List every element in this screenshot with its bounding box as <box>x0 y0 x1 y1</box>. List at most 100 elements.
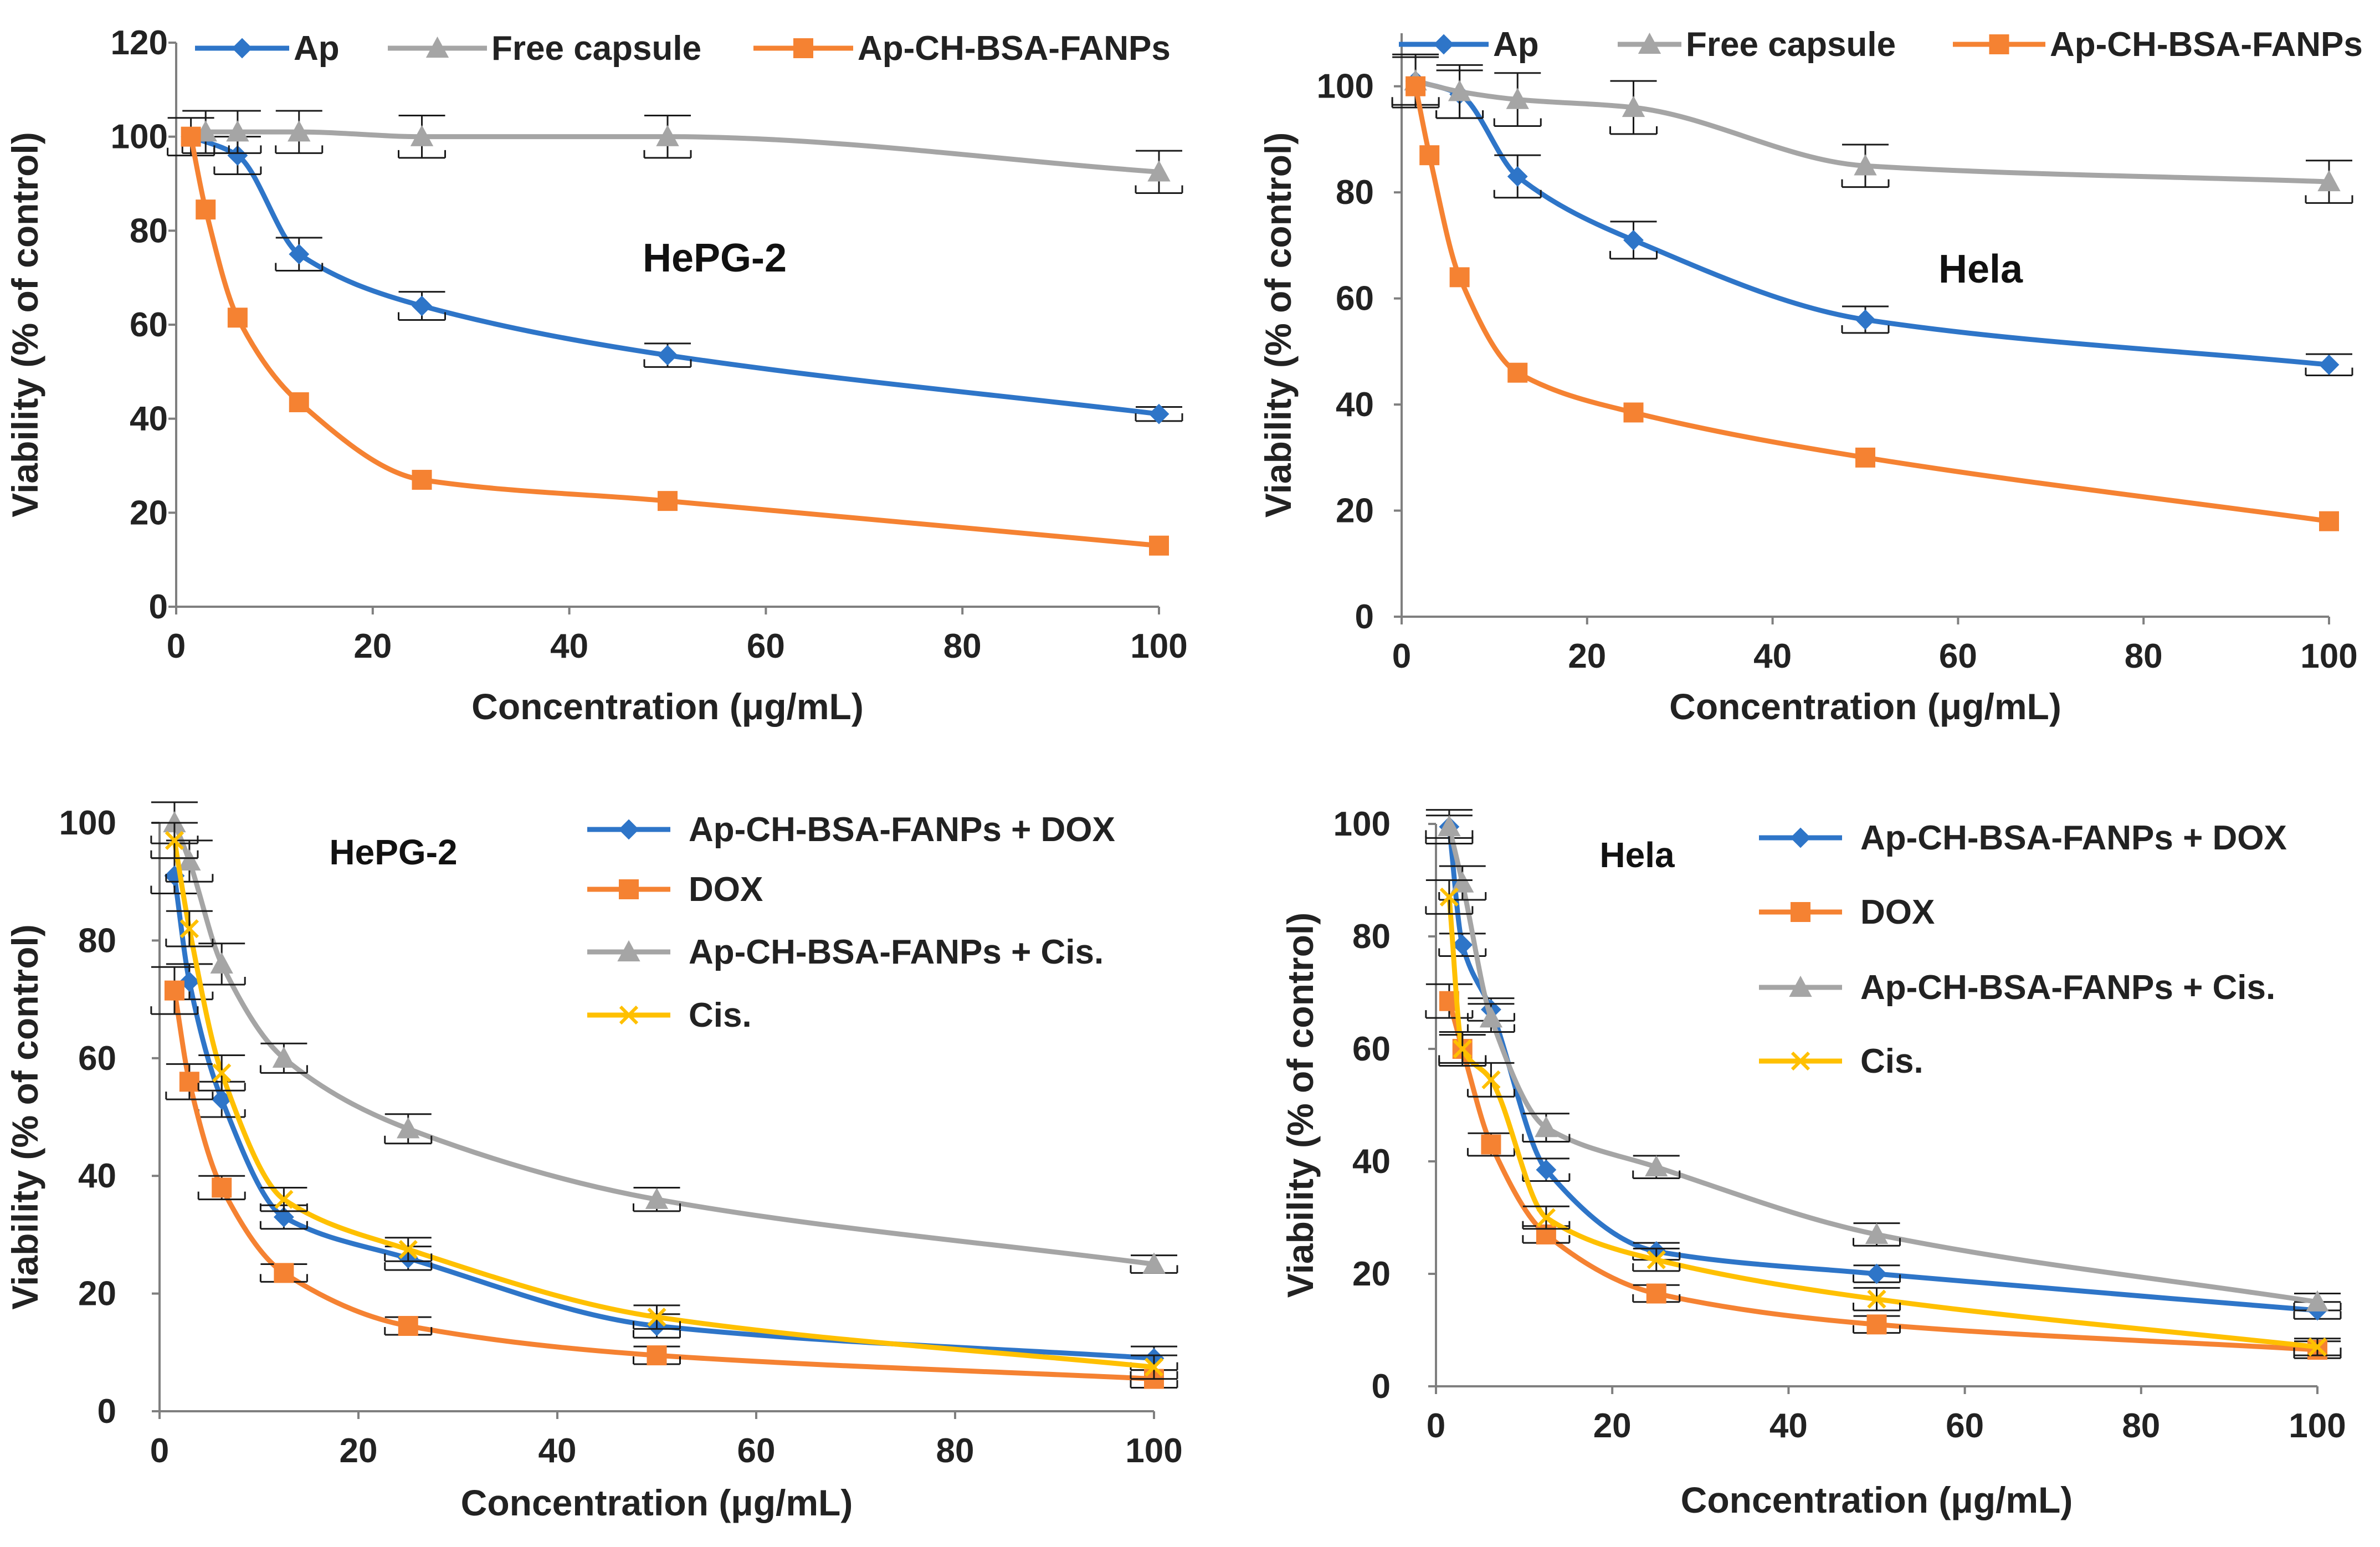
legend-label: Ap-CH-BSA-FANPs + Cis. <box>1860 969 2275 1007</box>
data-point <box>1506 88 1529 109</box>
legend-label: Ap <box>1493 25 1539 64</box>
data-point <box>227 308 248 328</box>
series-line <box>1447 894 2320 1350</box>
legend-label: Cis. <box>1860 1042 1924 1080</box>
legend-label: Ap-CH-BSA-FANPs + DOX <box>1860 819 2287 857</box>
y-tick-label: 20 <box>130 494 168 532</box>
legend-label: Cis. <box>689 996 752 1034</box>
chart-hela-bottom: 0 20 40 60 80 100 0 20 40 60 80 100 Concentration (μ… <box>1280 805 2346 1520</box>
data-point <box>2306 1290 2329 1312</box>
legend-label: DOX <box>689 870 763 909</box>
x-tick-label: 80 <box>2125 637 2163 675</box>
data-point <box>289 392 309 412</box>
data-point <box>645 1187 669 1209</box>
legend-marker <box>1433 34 1454 55</box>
legend-marker <box>1790 827 1811 848</box>
y-tick-label: 40 <box>78 1157 116 1195</box>
y-axis-title: Viability (% of control) <box>4 132 45 517</box>
legend-item-dox: DOX <box>1759 893 1935 931</box>
y-tick-label: 100 <box>111 118 168 156</box>
series-line <box>172 838 1157 1370</box>
legend-label: Free capsule <box>1686 25 1896 64</box>
data-point <box>165 831 184 850</box>
legend-marker <box>425 36 449 58</box>
x-tick-label: 100 <box>2289 1407 2346 1445</box>
x-tick-label: 20 <box>1568 637 1606 675</box>
legend-marker <box>618 819 639 840</box>
legend-label: Ap-CH-BSA-FANPs + Cis. <box>689 933 1104 971</box>
cell-line-label: Hela <box>1599 835 1675 875</box>
series-ap-ch-bsa-fanps-cis <box>150 801 1178 1274</box>
data-point <box>1507 166 1528 187</box>
data-point <box>164 980 184 1001</box>
cell-line-label: HePG-2 <box>329 832 457 872</box>
data-point <box>2317 170 2341 192</box>
data-point <box>1451 871 1474 893</box>
legend: Ap Free capsule Ap-CH-BSA-FANPs <box>195 29 1171 68</box>
data-point <box>656 125 679 146</box>
data-point <box>1855 447 1875 468</box>
data-point <box>1144 1358 1164 1377</box>
legend-label: Free capsule <box>491 29 701 68</box>
series-free-capsule <box>181 110 1183 194</box>
x-axis-title: Concentration (μg/mL) <box>471 686 864 727</box>
y-tick-label: 60 <box>1336 280 1374 318</box>
series-line <box>1413 78 2332 185</box>
data-point <box>1623 402 1644 423</box>
data-point <box>1646 1250 1666 1269</box>
y-tick-label: 120 <box>111 24 168 62</box>
data-point <box>397 1117 420 1139</box>
data-point <box>1452 934 1473 955</box>
x-tick-label: 100 <box>1130 627 1187 665</box>
data-point <box>1865 1222 1889 1244</box>
data-point <box>196 199 216 220</box>
data-point <box>1439 887 1459 907</box>
legend-marker <box>1789 975 1812 997</box>
legend-item-ap-ch-bsa-fanps-dox: Ap-CH-BSA-FANPs + DOX <box>587 811 1115 849</box>
x-tick-label: 80 <box>936 1432 974 1470</box>
chart-hepg2-bottom: 0 20 40 60 80 100 0 20 40 60 80 100 Concentration (μ… <box>4 801 1183 1523</box>
data-point <box>1438 815 1461 837</box>
data-point <box>212 1177 232 1198</box>
y-tick-label: 80 <box>1336 173 1374 212</box>
series-line <box>1447 824 2320 1313</box>
legend-item-ap: Ap <box>195 29 340 68</box>
legend-item-free-capsule: Free capsule <box>388 29 701 68</box>
x-tick-label: 100 <box>2300 637 2357 675</box>
x-axis-title: Concentration (μg/mL) <box>1681 1479 2073 1520</box>
y-tick-label: 20 <box>1336 492 1374 530</box>
data-point <box>412 469 432 490</box>
series-ap <box>167 117 1183 424</box>
x-tick-label: 60 <box>1946 1407 1984 1445</box>
data-point <box>1406 76 1426 96</box>
data-point <box>179 971 200 992</box>
series-ap-ch-bsa-fanps <box>181 126 1169 556</box>
legend-item-ap-ch-bsa-fanps: Ap-CH-BSA-FANPs <box>753 29 1171 68</box>
y-tick-label: 80 <box>130 212 168 250</box>
data-point <box>1646 1283 1666 1304</box>
series-line <box>188 134 1162 417</box>
data-point <box>1535 1115 1558 1138</box>
data-point <box>1481 1070 1501 1089</box>
y-tick-label: 20 <box>1352 1255 1391 1293</box>
y-tick-label: 20 <box>78 1275 116 1313</box>
data-point <box>1481 1134 1501 1155</box>
x-tick-label: 40 <box>1753 637 1792 675</box>
cell-line-label: HePG-2 <box>643 236 787 280</box>
legend-label: Ap-CH-BSA-FANPs <box>858 29 1171 68</box>
x-tick-label: 20 <box>353 627 392 665</box>
series-line <box>203 129 1162 175</box>
x-tick-label: 40 <box>538 1432 577 1470</box>
legend: Ap-CH-BSA-FANPs + DOX DOX Ap-CH-BSA-FANPs … <box>587 811 1115 1034</box>
y-tick-label: 40 <box>130 400 168 438</box>
data-point <box>1507 362 1528 383</box>
data-point <box>1448 80 1471 101</box>
legend-item-dox: DOX <box>587 870 763 909</box>
data-point <box>1536 1208 1556 1227</box>
chart-hela-top: 0 20 40 60 80 100 0 20 40 60 80 100 Concentration (μ… <box>1258 25 2363 727</box>
data-point <box>398 1316 418 1336</box>
y-axis-title: Viability (% of control) <box>1258 132 1299 518</box>
legend-marker <box>1638 32 1661 54</box>
data-point <box>1866 1263 1887 1284</box>
data-point <box>274 1190 294 1209</box>
